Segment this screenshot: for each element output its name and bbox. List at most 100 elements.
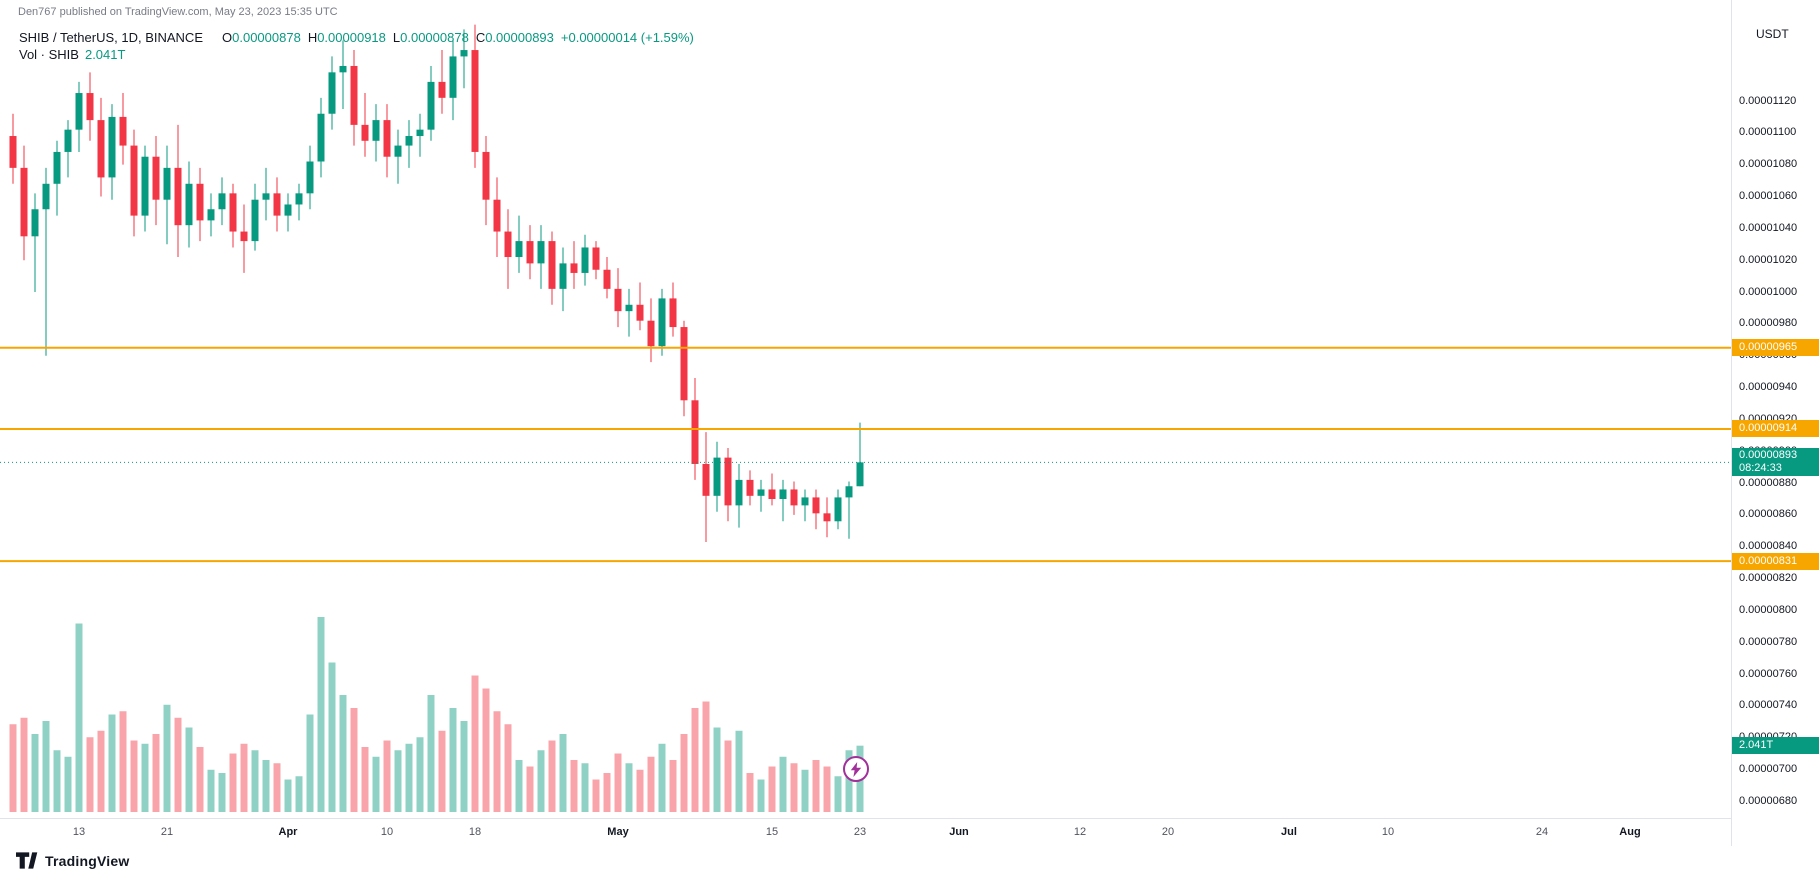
candle-body <box>185 183 193 226</box>
time-tick-label[interactable]: 10 <box>380 826 394 838</box>
time-tick-label[interactable]: Apr <box>278 826 298 838</box>
time-tick-label[interactable]: 18 <box>468 826 482 838</box>
candle-body <box>812 497 820 514</box>
ohlc-value: 0.00000878 <box>232 30 301 45</box>
candle <box>163 145 171 245</box>
last-price-badge: 0.00000893 08:24:33 <box>1732 448 1819 477</box>
candle <box>834 489 842 530</box>
candle-body <box>790 489 798 506</box>
volume-bar <box>504 724 512 812</box>
volume-series <box>9 617 864 812</box>
price-chart-pane[interactable] <box>0 0 1731 818</box>
candle-body <box>361 124 369 141</box>
volume-bar <box>130 740 138 812</box>
candle <box>471 24 479 168</box>
volume-bar <box>372 756 380 812</box>
time-axis[interactable]: 13 21 Apr 10 18 May 15 23 Jun 12 20 Jul 10 24 Aug <box>0 818 1731 846</box>
volume-bar <box>625 763 633 812</box>
candle-body <box>570 263 578 273</box>
volume-bar <box>9 724 17 812</box>
time-tick-label[interactable]: Jun <box>949 826 969 838</box>
price-tick-label: 0.00000760 <box>1739 667 1798 680</box>
time-tick-label[interactable]: 23 <box>853 826 867 838</box>
time-tick-label[interactable]: May <box>607 826 629 838</box>
candle-body <box>75 93 83 130</box>
candle <box>548 231 556 305</box>
volume-bar <box>801 769 809 812</box>
candle <box>680 320 688 417</box>
candle-body <box>471 50 479 152</box>
level-price-badge: 0.00000965 <box>1732 339 1819 357</box>
time-tick-label[interactable]: 10 <box>1381 826 1395 838</box>
volume-bar <box>757 779 765 812</box>
volume-bar <box>779 756 787 812</box>
legend-row-volume: Vol · SHIB 2.041T <box>19 46 694 63</box>
candle <box>119 93 127 165</box>
candle-body <box>306 161 314 194</box>
candle-body <box>746 479 754 496</box>
candle-body <box>416 129 424 137</box>
price-tick-label: 0.00001020 <box>1739 253 1798 266</box>
time-tick-label[interactable]: 15 <box>765 826 779 838</box>
volume-bar <box>845 750 853 812</box>
volume-bar <box>262 760 270 812</box>
candle <box>9 113 17 184</box>
candle <box>251 183 259 251</box>
time-tick-label[interactable]: 21 <box>160 826 174 838</box>
candle <box>350 50 358 146</box>
time-tick-label[interactable]: 24 <box>1535 826 1549 838</box>
volume-bar <box>823 766 831 812</box>
candle-body <box>658 298 666 347</box>
volume-bar <box>768 766 776 812</box>
tradingview-logo-icon[interactable] <box>16 852 38 869</box>
price-axis[interactable]: USDT 0.00000893 08:24:33 2.041T 0.000011… <box>1731 0 1819 846</box>
candle-body <box>680 327 688 401</box>
time-tick-label[interactable]: Jul <box>1281 826 1297 838</box>
candle-body <box>515 241 523 258</box>
volume-bar <box>548 740 556 812</box>
volume-label[interactable]: Vol · SHIB <box>19 47 79 62</box>
candle-body <box>196 183 204 221</box>
candle-body <box>328 72 336 114</box>
candle-body <box>460 50 468 57</box>
lightning-marker-icon[interactable] <box>843 756 869 782</box>
candle <box>735 463 743 528</box>
volume-bar <box>427 695 435 812</box>
candle <box>108 104 116 200</box>
volume-bar <box>185 727 193 812</box>
volume-bar <box>570 760 578 812</box>
candle <box>284 193 292 232</box>
volume-bar <box>108 714 116 812</box>
price-tick-label: 0.00001100 <box>1739 126 1797 139</box>
price-tick-label: 0.00001120 <box>1739 94 1797 107</box>
candle <box>42 167 50 356</box>
candle-body <box>603 269 611 289</box>
candle-body <box>504 231 512 258</box>
brand-name[interactable]: TradingView <box>45 852 130 869</box>
symbol-title[interactable]: SHIB / TetherUS, 1D, BINANCE <box>19 30 203 45</box>
candle <box>449 40 457 121</box>
bar-countdown: 08:24:33 <box>1739 462 1782 475</box>
time-tick-label[interactable]: Aug <box>1619 826 1641 838</box>
attribution-text: Den767 published on TradingView.com, May… <box>18 6 338 18</box>
volume-bar <box>482 688 490 812</box>
candle-body <box>438 81 446 98</box>
volume-bar <box>471 675 479 812</box>
legend-row-symbol: SHIB / TetherUS, 1D, BINANCE O0.00000878 H… <box>19 29 694 46</box>
candle <box>779 479 787 522</box>
ohlc-value: 0.00000878 <box>400 30 469 45</box>
volume-bar <box>251 750 259 812</box>
candle <box>757 479 765 512</box>
price-tick-label: 0.00000880 <box>1739 476 1798 489</box>
time-tick-label[interactable]: 12 <box>1073 826 1087 838</box>
volume-bar <box>526 766 534 812</box>
candle-body <box>614 288 622 312</box>
candle <box>218 177 226 226</box>
time-tick-label[interactable]: 20 <box>1161 826 1175 838</box>
time-tick-label[interactable]: 13 <box>72 826 86 838</box>
candle <box>273 177 281 232</box>
candle-body <box>724 457 732 506</box>
volume-bar <box>229 753 237 812</box>
volume-bar <box>20 717 28 812</box>
